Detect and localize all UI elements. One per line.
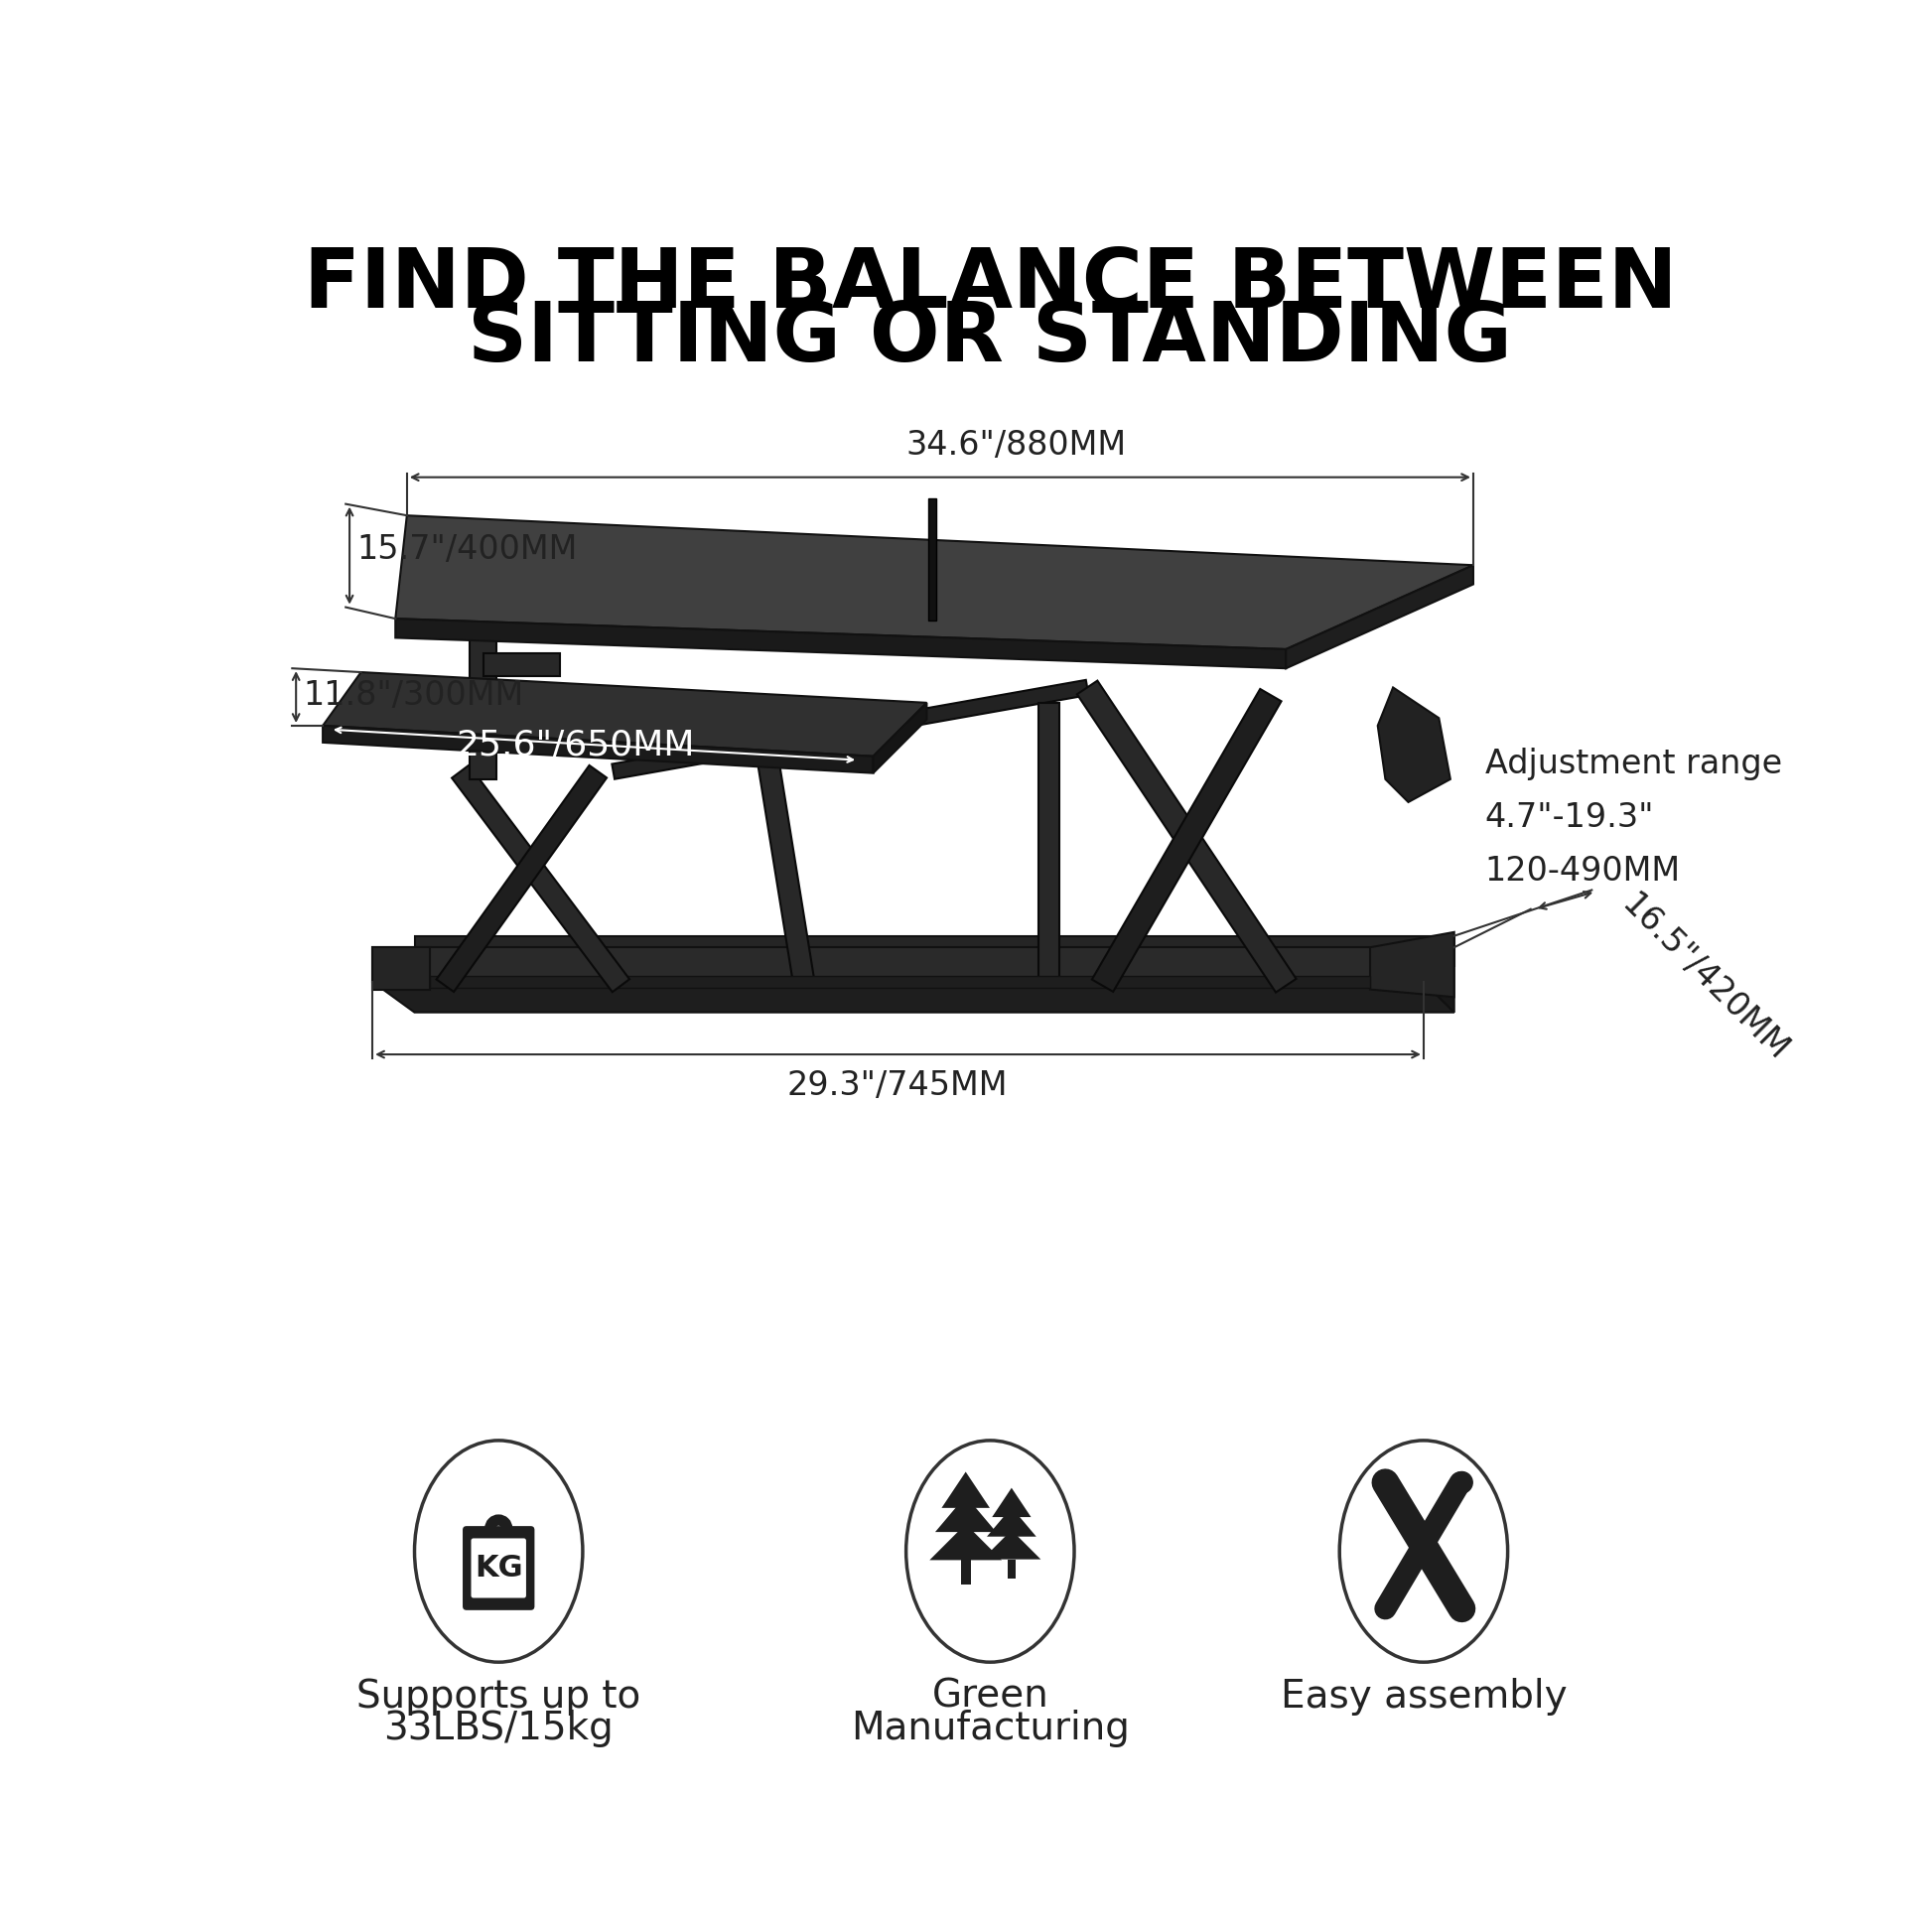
- Polygon shape: [396, 516, 1474, 649]
- Text: 15.7"/400MM: 15.7"/400MM: [357, 533, 578, 566]
- Circle shape: [1378, 1602, 1393, 1617]
- FancyBboxPatch shape: [471, 1538, 526, 1598]
- Polygon shape: [444, 978, 1287, 993]
- Polygon shape: [612, 680, 1088, 779]
- Text: 33LBS/15kg: 33LBS/15kg: [384, 1710, 614, 1747]
- Polygon shape: [987, 1507, 1036, 1536]
- Polygon shape: [1287, 566, 1474, 668]
- Polygon shape: [469, 626, 497, 779]
- Text: 16.5"/420MM: 16.5"/420MM: [1615, 889, 1795, 1068]
- Polygon shape: [941, 1472, 989, 1507]
- Polygon shape: [981, 1530, 1041, 1559]
- Polygon shape: [960, 1561, 970, 1584]
- Polygon shape: [373, 947, 429, 989]
- Polygon shape: [323, 672, 927, 755]
- Text: KG: KG: [475, 1553, 524, 1582]
- Circle shape: [1455, 1602, 1470, 1617]
- Text: Easy assembly: Easy assembly: [1281, 1677, 1567, 1716]
- FancyBboxPatch shape: [462, 1526, 535, 1609]
- Polygon shape: [429, 976, 1370, 987]
- Ellipse shape: [1339, 1441, 1507, 1662]
- Polygon shape: [1378, 688, 1451, 802]
- Ellipse shape: [415, 1441, 583, 1662]
- Polygon shape: [1009, 1559, 1016, 1578]
- Text: Supports up to: Supports up to: [357, 1677, 641, 1716]
- Ellipse shape: [906, 1441, 1074, 1662]
- Text: Adjustment range
4.7"-19.3"
120-490MM: Adjustment range 4.7"-19.3" 120-490MM: [1486, 748, 1781, 887]
- Polygon shape: [935, 1495, 997, 1532]
- Polygon shape: [1037, 703, 1061, 985]
- Text: Manufacturing: Manufacturing: [850, 1710, 1130, 1747]
- Polygon shape: [483, 653, 560, 676]
- Polygon shape: [460, 947, 1432, 962]
- Polygon shape: [1076, 680, 1296, 993]
- Polygon shape: [452, 765, 630, 991]
- Polygon shape: [1092, 690, 1281, 991]
- Polygon shape: [396, 618, 1287, 668]
- Polygon shape: [437, 765, 607, 991]
- FancyBboxPatch shape: [495, 1528, 502, 1532]
- Polygon shape: [873, 703, 927, 773]
- Text: Green: Green: [931, 1677, 1049, 1716]
- Text: 11.8"/300MM: 11.8"/300MM: [303, 678, 524, 711]
- Polygon shape: [755, 748, 815, 987]
- Text: FIND THE BALANCE BETWEEN: FIND THE BALANCE BETWEEN: [303, 243, 1677, 325]
- Polygon shape: [323, 726, 873, 773]
- Polygon shape: [929, 1524, 1003, 1561]
- Polygon shape: [373, 947, 1424, 981]
- Text: 29.3"/745MM: 29.3"/745MM: [786, 1070, 1009, 1103]
- Text: SITTING OR STANDING: SITTING OR STANDING: [468, 298, 1513, 379]
- Polygon shape: [991, 1488, 1032, 1517]
- Polygon shape: [1424, 947, 1455, 1012]
- Circle shape: [1376, 1472, 1397, 1493]
- Polygon shape: [373, 981, 1455, 1012]
- Polygon shape: [415, 935, 1455, 966]
- Circle shape: [1451, 1472, 1472, 1493]
- Polygon shape: [929, 498, 937, 620]
- Text: 25.6"/650MM: 25.6"/650MM: [456, 728, 694, 761]
- Text: 34.6"/880MM: 34.6"/880MM: [906, 429, 1126, 462]
- Polygon shape: [1370, 931, 1455, 997]
- Polygon shape: [483, 730, 560, 752]
